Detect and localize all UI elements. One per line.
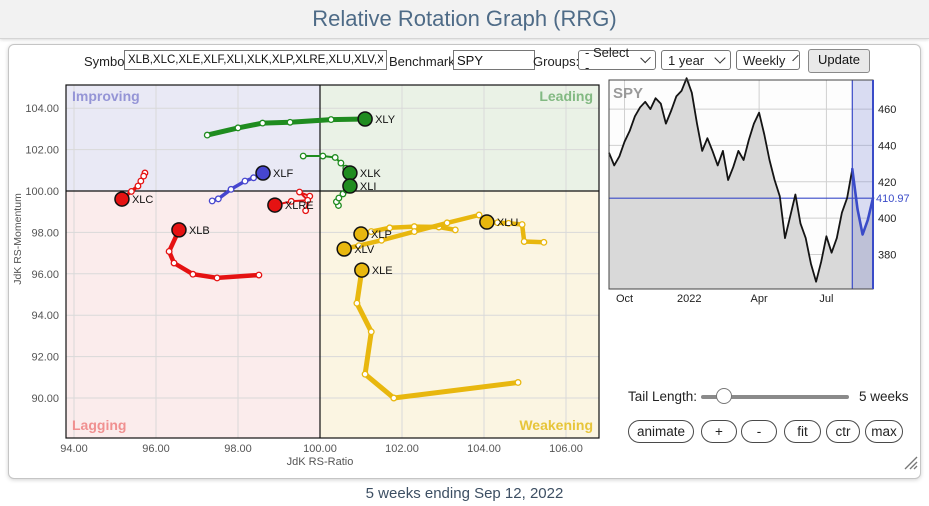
- benchmark-label: Benchmark:: [389, 54, 459, 69]
- tail-length-slider-track[interactable]: [701, 395, 849, 399]
- zoom-out-button[interactable]: -: [741, 420, 777, 443]
- update-button[interactable]: Update: [808, 49, 870, 73]
- svg-text:96.00: 96.00: [142, 443, 170, 455]
- svg-text:XLE: XLE: [372, 265, 393, 277]
- page-title: Relative Rotation Graph (RRG): [312, 6, 617, 31]
- tail-length-slider-handle[interactable]: [716, 388, 732, 404]
- svg-text:XLRE: XLRE: [285, 200, 314, 212]
- svg-text:Oct: Oct: [616, 293, 633, 305]
- svg-text:90.00: 90.00: [31, 393, 59, 405]
- svg-text:102.00: 102.00: [385, 443, 419, 455]
- svg-text:XLV: XLV: [354, 244, 375, 256]
- tail-length-label: Tail Length:: [628, 389, 698, 404]
- resize-handle-icon[interactable]: [901, 453, 919, 471]
- svg-text:380: 380: [878, 249, 896, 261]
- svg-text:XLU: XLU: [497, 217, 518, 229]
- svg-text:Improving: Improving: [72, 88, 140, 104]
- period-select-value: 1 year: [668, 52, 705, 68]
- svg-text:100.00: 100.00: [303, 443, 337, 455]
- svg-text:XLY: XLY: [375, 114, 396, 126]
- rrg-chart[interactable]: Improving Leading Lagging Weakening 94.00 96.…: [11, 79, 611, 467]
- svg-text:440: 440: [878, 140, 896, 152]
- chevron-down-icon: [639, 52, 651, 64]
- groups-select[interactable]: - Select -: [578, 45, 656, 75]
- svg-text:420: 420: [878, 177, 896, 189]
- svg-text:XLI: XLI: [360, 181, 377, 193]
- svg-text:94.00: 94.00: [31, 310, 59, 322]
- groups-label: Groups:: [533, 54, 580, 69]
- svg-text:Jul: Jul: [819, 293, 833, 305]
- svg-text:XLP: XLP: [371, 229, 392, 241]
- tail-length-value: 5 weeks: [859, 389, 909, 404]
- center-button[interactable]: ctr: [826, 420, 860, 443]
- svg-text:400: 400: [878, 213, 896, 225]
- svg-text:460: 460: [878, 104, 896, 116]
- svg-text:98.00: 98.00: [31, 227, 59, 239]
- caption: 5 weeks ending Sep 12, 2022: [365, 485, 564, 502]
- svg-text:2022: 2022: [677, 293, 701, 305]
- fit-button[interactable]: fit: [784, 420, 821, 443]
- max-button[interactable]: max: [865, 420, 903, 443]
- frequency-select-value: Weekly: [743, 52, 786, 68]
- groups-select-value: - Select -: [585, 45, 630, 75]
- svg-text:100.00: 100.00: [25, 186, 59, 198]
- svg-text:XLK: XLK: [360, 168, 381, 180]
- svg-text:96.00: 96.00: [31, 269, 59, 281]
- svg-text:SPY: SPY: [613, 85, 643, 102]
- svg-text:104.00: 104.00: [467, 443, 501, 455]
- svg-text:98.00: 98.00: [224, 443, 252, 455]
- rrg-panel: Symbols: Benchmark: Groups: - Select - 1…: [8, 44, 921, 479]
- chevron-down-icon: [714, 52, 726, 64]
- svg-text:104.00: 104.00: [25, 103, 59, 115]
- svg-text:410.97: 410.97: [876, 193, 910, 205]
- svg-text:Leading: Leading: [539, 88, 593, 104]
- svg-text:94.00: 94.00: [60, 443, 88, 455]
- svg-text:106.00: 106.00: [549, 443, 583, 455]
- svg-text:JdK RS-Ratio: JdK RS-Ratio: [287, 456, 354, 467]
- benchmark-input[interactable]: [453, 50, 535, 70]
- svg-text:XLB: XLB: [189, 225, 210, 237]
- frequency-select[interactable]: Weekly: [736, 50, 800, 70]
- period-select[interactable]: 1 year: [661, 50, 731, 70]
- svg-text:102.00: 102.00: [25, 145, 59, 157]
- svg-text:JdK RS-Momentum: JdK RS-Momentum: [12, 193, 24, 285]
- animate-button[interactable]: animate: [628, 420, 694, 443]
- svg-text:92.00: 92.00: [31, 352, 59, 364]
- svg-text:XLF: XLF: [273, 168, 293, 180]
- chevron-down-icon: [792, 54, 800, 62]
- zoom-in-button[interactable]: +: [701, 420, 737, 443]
- svg-text:Weakening: Weakening: [519, 417, 593, 433]
- app-header: Relative Rotation Graph (RRG): [0, 0, 929, 39]
- svg-text:Lagging: Lagging: [72, 417, 126, 433]
- spy-benchmark-chart: SPY 380 400 420 440 460 410.97 Oct 2022 Apr Jul: [608, 77, 910, 305]
- svg-text:Apr: Apr: [751, 293, 768, 305]
- svg-text:XLC: XLC: [132, 194, 153, 206]
- symbols-input[interactable]: [124, 50, 387, 70]
